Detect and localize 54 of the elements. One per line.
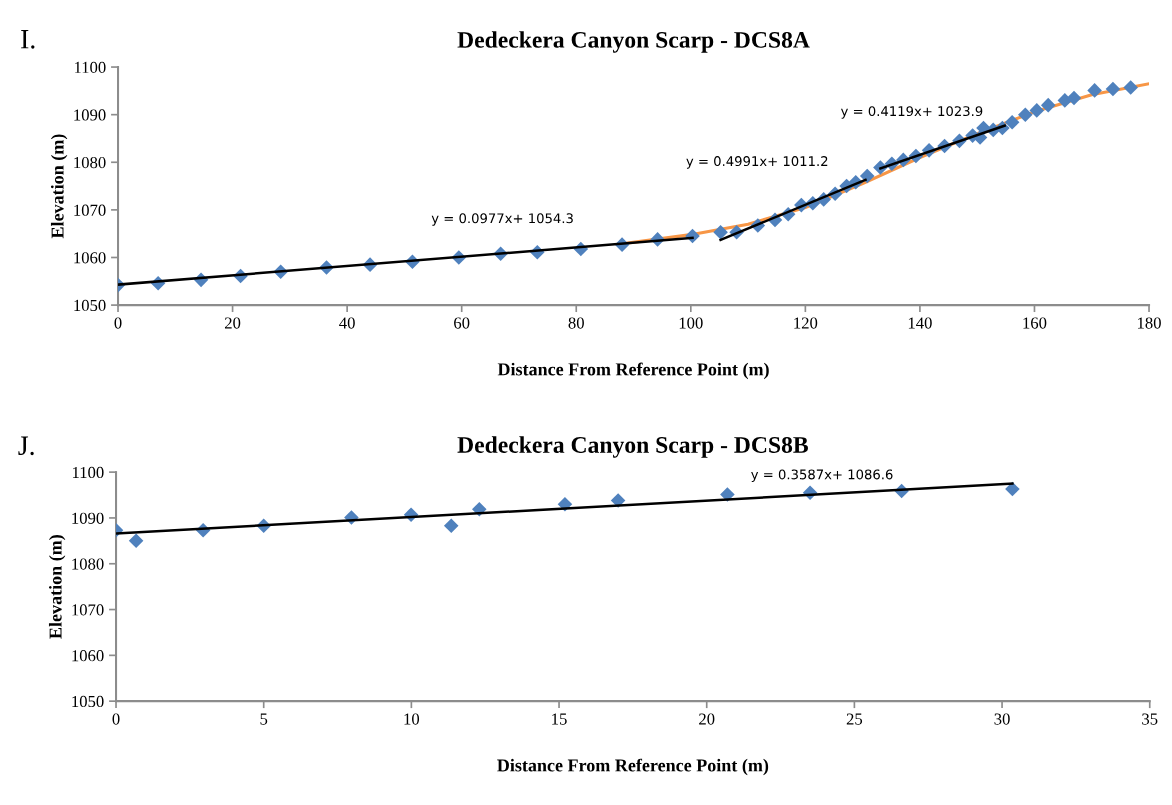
point — [1018, 107, 1033, 122]
y-tick-label: 1050 — [72, 695, 104, 708]
point — [443, 518, 459, 534]
point — [1040, 97, 1056, 113]
point — [1105, 81, 1121, 97]
point — [713, 224, 728, 240]
x-tick-label: 5 — [260, 713, 268, 725]
y-axis-title: Elevation (m) — [50, 134, 68, 239]
text: I. — [21, 30, 35, 49]
annotation: y = 0.4991x+ 1011.2 — [686, 156, 828, 169]
x-tick-label: 180 — [1137, 317, 1161, 329]
point — [1004, 115, 1020, 130]
x-tick-label: 15 — [552, 713, 567, 725]
x-axis-title: Distance From Reference Point (m) — [497, 758, 769, 776]
point — [128, 533, 144, 549]
annotation: y = 0.0977x+ 1054.3 — [431, 213, 573, 226]
point — [1029, 103, 1045, 118]
x-tick-label: 80 — [568, 317, 584, 329]
y-tick-label: 1050 — [74, 299, 106, 312]
point — [859, 168, 875, 184]
x-tick-label: 120 — [794, 317, 818, 329]
point — [1087, 83, 1102, 98]
x-tick-label: 25 — [846, 713, 863, 725]
y-tick-label: 1070 — [74, 204, 106, 216]
x-tick-label: 10 — [404, 713, 420, 725]
x-tick-label: 100 — [679, 317, 703, 329]
x-tick-label: 20 — [224, 317, 241, 329]
point — [1066, 90, 1082, 106]
y-tick-label: 1090 — [74, 109, 106, 121]
y-axis-title: Elevation (m) — [48, 535, 66, 639]
y-tick-label: 1100 — [72, 466, 104, 479]
x-tick-label: 20 — [699, 713, 715, 725]
annotation: y = 0.3587x+ 1086.6 — [751, 469, 893, 482]
x-tick-label: 0 — [112, 713, 120, 725]
x-tick-label: 35 — [1142, 713, 1158, 725]
chart-title: Dedeckera Canyon Scarp - DCS8A — [457, 31, 810, 53]
y-tick-label: 1080 — [72, 558, 104, 570]
y-tick-label: 1100 — [74, 61, 106, 73]
x-tick-label: 40 — [339, 317, 355, 329]
y-tick-label: 1070 — [72, 604, 104, 616]
point — [1123, 80, 1138, 95]
x-tick-label: 140 — [908, 317, 932, 329]
text: J. — [18, 436, 34, 456]
annotation: y = 0.4119x+ 1023.9 — [840, 106, 983, 119]
y-tick-label: 1060 — [72, 650, 104, 662]
x-tick-label: 0 — [114, 317, 122, 329]
x-tick-label: 60 — [454, 317, 470, 329]
chart-title: Dedeckera Canyon Scarp - DCS8B — [457, 436, 808, 458]
x-axis-title: Distance From Reference Point (m) — [497, 362, 769, 380]
x-tick-label: 160 — [1023, 317, 1047, 329]
y-tick-label: 1060 — [74, 252, 106, 264]
y-tick-label: 1080 — [74, 156, 106, 169]
x-tick-label: 30 — [994, 713, 1010, 725]
y-tick-label: 1090 — [72, 512, 104, 524]
